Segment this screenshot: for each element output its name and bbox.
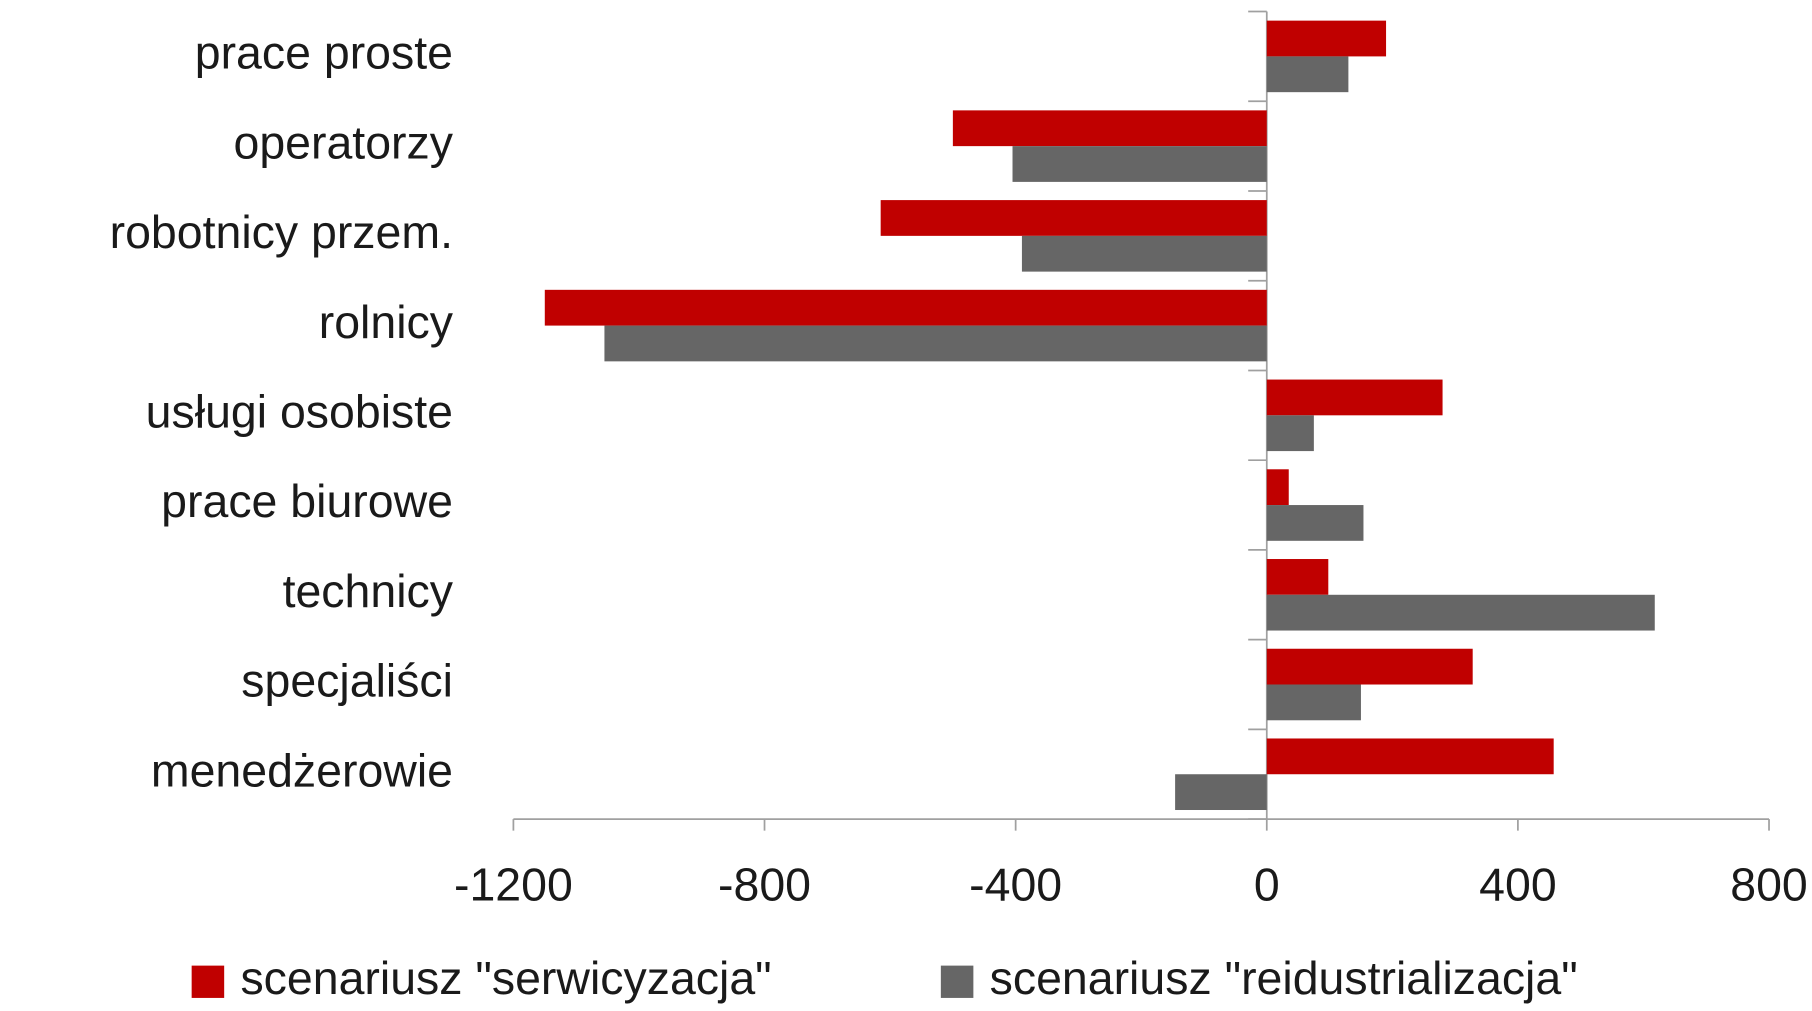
bar xyxy=(1266,379,1443,416)
bar xyxy=(1266,648,1473,685)
category-label: rolnicy xyxy=(319,296,454,348)
bar xyxy=(1266,505,1364,541)
bar xyxy=(1266,594,1655,631)
x-tick-label: -1200 xyxy=(454,859,573,911)
category-label: specjaliści xyxy=(241,655,453,707)
x-tick-label: 0 xyxy=(1254,859,1280,911)
category-label: prace proste xyxy=(195,27,453,79)
bar xyxy=(1266,559,1329,595)
x-tick-label: 400 xyxy=(1479,859,1557,911)
category-label: prace biurowe xyxy=(161,475,453,527)
legend-label: scenariusz "reidustrializacja" xyxy=(990,952,1578,1004)
bar xyxy=(544,289,1267,326)
bar xyxy=(1021,235,1267,272)
x-tick-label: -800 xyxy=(718,859,811,911)
category-label: operatorzy xyxy=(234,116,454,168)
legend-swatch xyxy=(191,965,225,998)
category-label: usługi osobiste xyxy=(146,386,453,438)
bar xyxy=(1266,415,1314,452)
category-label: menedżerowie xyxy=(151,745,453,797)
bar xyxy=(1266,56,1349,93)
bar xyxy=(1175,774,1267,811)
legend-label: scenariusz "serwicyzacja" xyxy=(240,952,771,1004)
x-tick-label: 800 xyxy=(1730,859,1808,911)
legend-swatch xyxy=(940,965,974,998)
bar xyxy=(952,110,1267,147)
bar xyxy=(1266,469,1289,506)
bar xyxy=(1266,20,1387,57)
x-tick-label: -400 xyxy=(969,859,1062,911)
bar xyxy=(604,325,1267,362)
category-label: robotnicy przem. xyxy=(110,206,453,258)
bar xyxy=(880,200,1267,236)
bar xyxy=(1266,684,1361,721)
category-label: technicy xyxy=(283,565,454,617)
bar xyxy=(1012,146,1267,182)
bar xyxy=(1266,738,1554,775)
